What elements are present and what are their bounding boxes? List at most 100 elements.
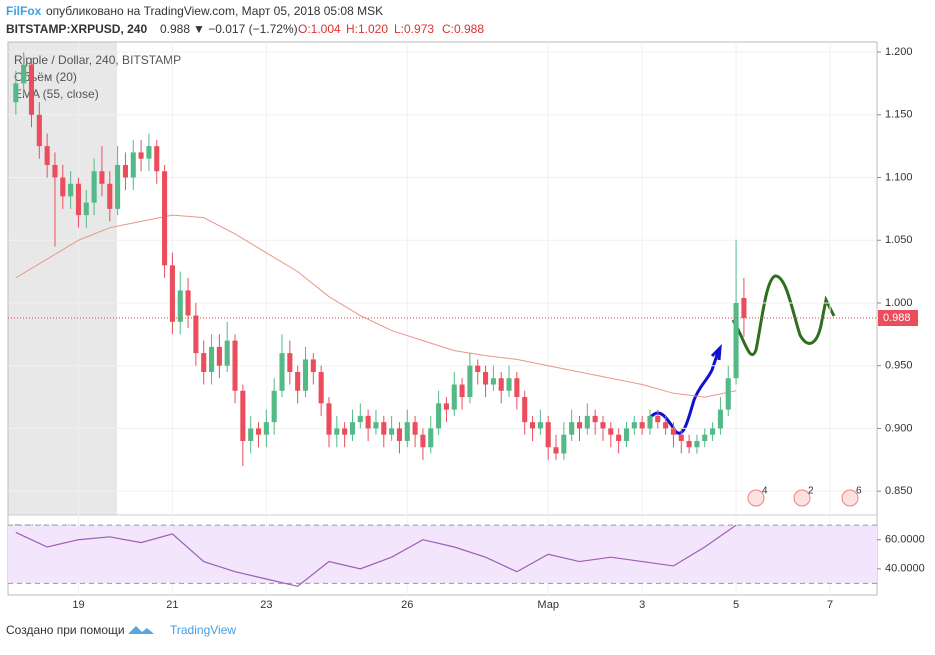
rsi-y-tick-label: 40.0000: [885, 563, 925, 575]
candle-body: [365, 415, 371, 429]
x-tick-label: 26: [401, 599, 413, 611]
candle-body: [663, 422, 669, 429]
y-tick-label: 0.850: [885, 485, 913, 497]
candle-body: [68, 183, 74, 197]
candle-body: [154, 146, 160, 172]
high: H:1.020: [346, 22, 388, 36]
candle-body: [342, 428, 348, 435]
candle-body: [75, 183, 82, 216]
candle-body: [115, 164, 121, 209]
candle-body: [138, 152, 144, 159]
y-tick-label: 0.950: [885, 360, 913, 372]
candle-body: [201, 353, 207, 372]
y-tick-label: 1.100: [885, 171, 913, 183]
x-tick-label: 3: [639, 599, 645, 611]
author[interactable]: FilFox: [6, 4, 42, 18]
candle-body: [209, 346, 215, 372]
candle-body: [52, 164, 58, 178]
candle-body: [357, 415, 363, 423]
rsi-y-tick-label: 60.0000: [885, 534, 925, 546]
candle-body: [60, 177, 66, 197]
candle-body: [475, 365, 481, 372]
candle-body: [162, 171, 168, 266]
drawn-arrow-head: [710, 344, 722, 361]
y-tick-label: 1.000: [885, 297, 913, 309]
candle-body: [169, 265, 175, 322]
candle-body: [36, 114, 42, 147]
candle-body: [389, 428, 395, 435]
candle-body: [600, 422, 606, 429]
event-count: 4: [762, 486, 768, 497]
drawn-forecast: [731, 274, 836, 357]
candle-body: [694, 440, 700, 448]
x-tick-label: 7: [827, 599, 833, 611]
candle-body: [216, 346, 222, 366]
candle-body: [310, 359, 316, 372]
candle-body: [545, 422, 551, 448]
brand-logo: [128, 626, 154, 634]
candle-body: [83, 202, 89, 216]
candle-body: [99, 171, 105, 184]
candle-body: [710, 428, 716, 435]
candle-body: [122, 164, 128, 178]
candle-body: [443, 403, 449, 410]
low: L:0.973: [394, 22, 434, 36]
candle-body: [240, 390, 246, 441]
footer-brand[interactable]: TradingView: [170, 623, 236, 637]
last-price-label: 0.988: [883, 312, 911, 324]
candle-body: [107, 183, 113, 209]
candle-body: [287, 353, 293, 372]
event-icon: [841, 489, 859, 507]
candle-body: [381, 422, 387, 435]
chart-title: Ripple / Dollar, 240, BITSTAMP: [14, 53, 181, 67]
footer-text: Создано при помощи: [6, 623, 125, 637]
candle-body: [702, 434, 708, 441]
candle-body: [537, 422, 543, 429]
candle-body: [21, 64, 27, 84]
candle-body: [13, 83, 19, 103]
candle-body: [623, 428, 630, 441]
candle-body: [295, 371, 301, 391]
y-tick-label: 1.050: [885, 234, 913, 246]
x-tick-label: 5: [733, 599, 739, 611]
candle-body: [584, 415, 590, 429]
event-count: 2: [808, 486, 814, 497]
candle-body: [428, 428, 434, 448]
candle-body: [733, 302, 739, 379]
candle-body: [349, 422, 356, 435]
candle-body: [436, 403, 442, 429]
candle-body: [146, 146, 152, 159]
candle-body: [506, 378, 512, 391]
candle-body: [130, 152, 136, 178]
candle-body: [185, 290, 191, 316]
candle-body: [631, 422, 637, 429]
drawn-arrow: [648, 351, 720, 435]
candle-body: [302, 359, 309, 391]
event-count: 6: [856, 486, 862, 497]
event-icon: [747, 489, 765, 507]
last: 0.988: [160, 22, 190, 36]
last-price-box: [878, 310, 918, 327]
candle-body: [529, 422, 536, 429]
shaded-range: [8, 42, 117, 515]
candle-body: [44, 146, 50, 165]
candle-body: [373, 422, 379, 429]
candle-body: [248, 428, 254, 441]
candle-body: [741, 297, 747, 319]
candle-body: [514, 378, 520, 398]
candle-body: [498, 378, 504, 391]
candle-body: [271, 390, 277, 423]
y-tick-label: 1.150: [885, 109, 913, 121]
candle-body: [483, 371, 489, 385]
x-tick-label: 23: [260, 599, 272, 611]
symbol: BITSTAMP:XRPUSD, 240: [6, 22, 147, 36]
x-tick-label: 19: [72, 599, 84, 611]
close: C:0.988: [442, 22, 484, 36]
candle-body: [255, 428, 262, 435]
candle-body: [686, 440, 692, 448]
candle-body: [608, 428, 614, 435]
candle-body: [412, 422, 418, 435]
candle-body: [569, 422, 575, 435]
y-tick-label: 0.900: [885, 422, 913, 434]
rsi-band-fill: [8, 525, 877, 584]
